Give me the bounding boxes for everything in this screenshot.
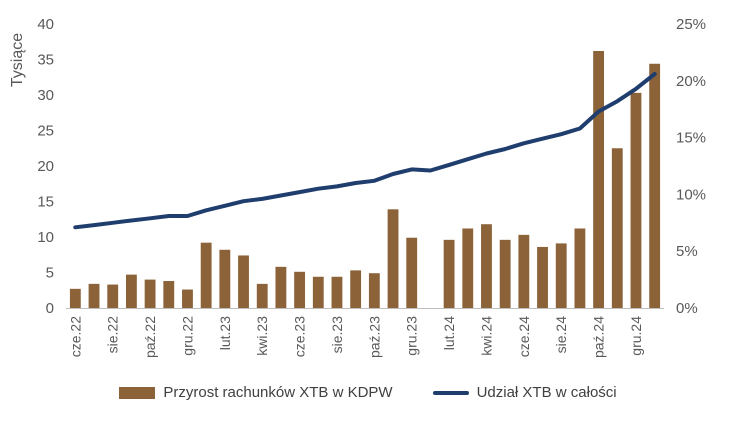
x-tick-label: sie.22 (105, 316, 121, 354)
x-tick-label: cze.24 (516, 316, 532, 357)
legend-swatch-line (432, 390, 469, 395)
legend-label-line: Udział XTB w całości (476, 384, 617, 401)
x-tick-label: paź.23 (366, 316, 382, 358)
bar (462, 228, 474, 308)
y-tick-label: 15 (37, 194, 54, 211)
x-tick-label: cze.23 (292, 316, 308, 357)
y-tick-label: 0 (46, 300, 54, 317)
bar (518, 234, 530, 308)
bar (555, 243, 567, 308)
bar (88, 283, 100, 308)
y2-tick-label: 10% (676, 186, 706, 203)
bar (107, 284, 119, 308)
y-tick-label: 30 (37, 87, 54, 104)
bar (611, 148, 623, 308)
bar (275, 266, 287, 308)
bar (649, 63, 661, 309)
x-tick-label: paź.22 (142, 316, 158, 358)
bar (406, 237, 418, 308)
bar (350, 270, 362, 308)
y2-tick-label: 25% (676, 16, 706, 33)
y-tick-label: 40 (37, 16, 54, 33)
bar (331, 276, 343, 308)
legend-label-bars: Przyrost rachunków XTB w KDPW (163, 384, 393, 401)
y2-tick-label: 0% (676, 300, 698, 317)
bar (499, 239, 511, 308)
legend-item-line: Udział XTB w całości (432, 384, 617, 401)
x-tick-label: kwi.23 (254, 316, 270, 356)
bar (219, 249, 231, 308)
x-tick-label: kwi.24 (478, 316, 494, 356)
y-tick-label: 5 (46, 265, 54, 282)
bar (368, 273, 380, 308)
x-tick-label: sie.23 (329, 316, 345, 354)
x-tick-label: gru.24 (628, 316, 644, 356)
y-axis-title: Tysiące (9, 33, 26, 87)
x-tick-label: gru.22 (179, 316, 195, 356)
bar (443, 239, 455, 308)
x-tick-label: gru.23 (404, 316, 420, 356)
chart-svg: 0 5 10 15 20 25 30 35 40 0% 5% 10% 15% 20% 25% Tysiące c… (9, 16, 706, 358)
bar (387, 209, 399, 308)
y2-tick-label: 15% (676, 130, 706, 147)
bar (294, 271, 306, 308)
y2-tick-label: 20% (676, 73, 706, 90)
bar (163, 281, 175, 308)
legend-swatch-bars (119, 386, 156, 399)
x-tick-label: lut.23 (217, 316, 233, 350)
bar (125, 274, 137, 308)
x-tick-label: sie.24 (553, 316, 569, 354)
x-tick-label: lut.24 (441, 316, 457, 350)
bar (238, 255, 249, 308)
x-tick-label: paź.24 (591, 316, 607, 358)
y2-tick-label: 5% (676, 243, 698, 260)
bar (312, 276, 324, 308)
y-tick-label: 20 (37, 158, 54, 175)
bar (144, 279, 156, 308)
bar (182, 289, 193, 308)
y-tick-label: 10 (37, 229, 54, 246)
legend: Przyrost rachunków XTB w KDPW Udział XTB… (0, 384, 736, 401)
bar (200, 242, 212, 308)
y-tick-label: 35 (37, 52, 54, 69)
bar (630, 92, 642, 309)
bar (574, 228, 586, 308)
bar (481, 224, 492, 308)
bar (69, 288, 81, 308)
bar (537, 246, 548, 308)
share-line (73, 72, 657, 230)
y-tick-label: 25 (37, 123, 54, 140)
x-tick-label: cze.22 (67, 316, 83, 357)
legend-item-bars: Przyrost rachunków XTB w KDPW (119, 384, 393, 401)
bar (593, 50, 605, 308)
bar (256, 283, 268, 308)
